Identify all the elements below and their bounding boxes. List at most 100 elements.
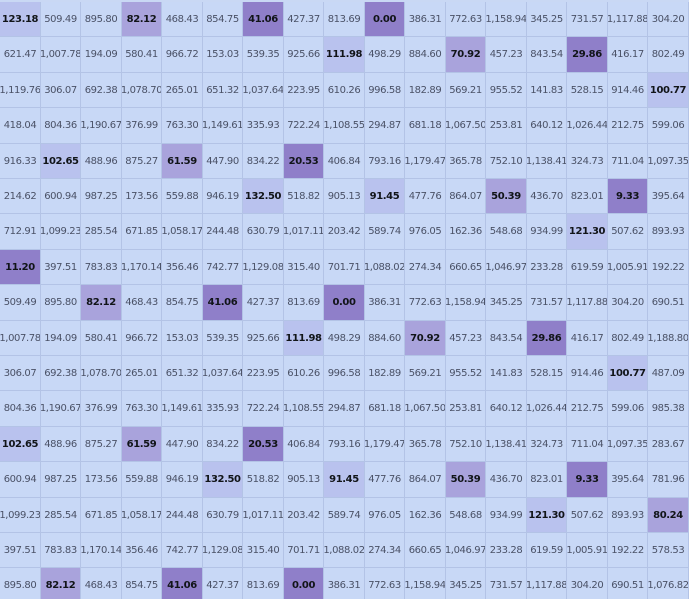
heatmap-cell: 29.86 (527, 321, 567, 356)
heatmap-cell: 580.41 (122, 37, 162, 73)
heatmap-cell: 50.39 (486, 179, 527, 214)
heatmap-cell: 418.04 (0, 108, 41, 144)
heatmap-cell: 823.01 (527, 462, 567, 498)
heatmap-cell: 813.69 (284, 285, 324, 321)
heatmap-cell: 356.46 (122, 533, 162, 568)
heatmap-cell: 578.53 (648, 533, 689, 568)
heatmap-cell: 477.76 (365, 462, 405, 498)
heatmap-cell: 518.82 (243, 462, 284, 498)
heatmap-cell: 1,046.97 (446, 533, 486, 568)
heatmap-cell: 285.54 (41, 498, 81, 533)
heatmap-cell: 966.72 (122, 321, 162, 356)
heatmap-cell: 274.34 (405, 250, 446, 285)
heatmap-cell: 1,129.08 (203, 533, 243, 568)
heatmap-cell: 589.74 (365, 214, 405, 250)
heatmap-cell: 914.46 (567, 356, 608, 391)
heatmap-cell: 671.85 (81, 498, 122, 533)
heatmap-cell: 854.75 (203, 2, 243, 37)
heatmap-cell: 925.66 (284, 37, 324, 73)
heatmap-cell: 569.21 (446, 73, 486, 108)
heatmap-cell: 793.16 (324, 427, 365, 462)
heatmap-cell: 1,108.55 (324, 108, 365, 144)
heatmap-cell: 11.20 (0, 250, 41, 285)
heatmap-cell: 864.07 (405, 462, 446, 498)
heatmap-cell: 173.56 (81, 462, 122, 498)
heatmap-cell: 528.15 (567, 73, 608, 108)
heatmap-cell: 82.12 (81, 285, 122, 321)
heatmap-cell: 315.40 (243, 533, 284, 568)
heatmap-cell: 1,117.88 (567, 285, 608, 321)
heatmap-cell: 1,099.23 (0, 498, 41, 533)
heatmap-cell: 905.13 (284, 462, 324, 498)
heatmap-cell: 834.22 (203, 427, 243, 462)
heatmap-cell: 306.07 (41, 73, 81, 108)
heatmap-cell: 671.85 (122, 214, 162, 250)
heatmap-cell: 194.09 (81, 37, 122, 73)
heatmap-cell: 111.98 (324, 37, 365, 73)
heatmap-cell: 813.69 (243, 568, 284, 599)
heatmap-cell: 864.07 (446, 179, 486, 214)
heatmap-cell: 498.29 (324, 321, 365, 356)
heatmap-cell: 772.63 (365, 568, 405, 599)
heatmap-cell: 182.89 (405, 73, 446, 108)
heatmap-cell: 121.30 (527, 498, 567, 533)
heatmap-cell: 102.65 (0, 427, 41, 462)
heatmap-cell: 233.28 (486, 533, 527, 568)
heatmap-cell: 0.00 (365, 2, 405, 37)
heatmap-cell: 488.96 (81, 144, 122, 179)
heatmap-cell: 763.30 (162, 108, 203, 144)
heatmap-cell: 1,099.23 (41, 214, 81, 250)
heatmap-cell: 153.03 (162, 321, 203, 356)
heatmap-cell: 304.20 (648, 2, 689, 37)
heatmap-cell: 1,078.70 (122, 73, 162, 108)
heatmap-cell: 1,158.94 (405, 568, 446, 599)
heatmap-cell: 630.79 (203, 498, 243, 533)
heatmap-cell: 244.48 (203, 214, 243, 250)
heatmap-cell: 559.88 (162, 179, 203, 214)
heatmap-cell: 20.53 (243, 427, 284, 462)
heatmap-cell: 477.76 (405, 179, 446, 214)
heatmap-cell: 173.56 (122, 179, 162, 214)
heatmap-cell: 692.38 (81, 73, 122, 108)
heatmap-cell: 884.60 (365, 321, 405, 356)
heatmap-cell: 1,076.82 (648, 568, 689, 599)
heatmap-cell: 742.77 (162, 533, 203, 568)
heatmap-cell: 141.83 (486, 356, 527, 391)
heatmap-cell: 854.75 (162, 285, 203, 321)
heatmap-cell: 397.51 (41, 250, 81, 285)
heatmap-cell: 804.36 (0, 391, 41, 427)
heatmap-cell: 214.62 (0, 179, 41, 214)
heatmap-cell: 427.37 (284, 2, 324, 37)
heatmap-cell: 1,005.91 (567, 533, 608, 568)
heatmap-cell: 509.49 (41, 2, 81, 37)
heatmap-cell: 203.42 (324, 214, 365, 250)
heatmap-cell: 893.93 (648, 214, 689, 250)
heatmap-cell: 20.53 (284, 144, 324, 179)
heatmap-cell: 386.31 (405, 2, 446, 37)
heatmap-cell: 1,188.80 (648, 321, 689, 356)
heatmap-cell: 100.77 (608, 356, 648, 391)
heatmap-cell: 619.59 (527, 533, 567, 568)
heatmap-cell: 1,170.14 (122, 250, 162, 285)
heatmap-cell: 1,149.61 (162, 391, 203, 427)
heatmap-cell: 91.45 (365, 179, 405, 214)
heatmap-cell: 955.52 (446, 356, 486, 391)
heatmap-cell: 162.36 (405, 498, 446, 533)
heatmap-cell: 324.73 (567, 144, 608, 179)
heatmap-cell: 233.28 (527, 250, 567, 285)
heatmap-cell: 436.70 (527, 179, 567, 214)
heatmap-cell: 1,179.47 (365, 427, 405, 462)
heatmap-cell: 651.32 (203, 73, 243, 108)
heatmap-cell: 223.95 (243, 356, 284, 391)
heatmap-cell: 406.84 (284, 427, 324, 462)
heatmap-cell: 153.03 (203, 37, 243, 73)
heatmap-cell: 123.18 (0, 2, 41, 37)
heatmap-cell: 141.83 (527, 73, 567, 108)
heatmap-cell: 599.06 (608, 391, 648, 427)
heatmap-cell: 934.99 (527, 214, 567, 250)
heatmap-cell: 987.25 (41, 462, 81, 498)
heatmap-cell: 651.32 (162, 356, 203, 391)
heatmap-cell: 132.50 (243, 179, 284, 214)
heatmap-cell: 1,007.78 (0, 321, 41, 356)
heatmap-cell: 306.07 (0, 356, 41, 391)
